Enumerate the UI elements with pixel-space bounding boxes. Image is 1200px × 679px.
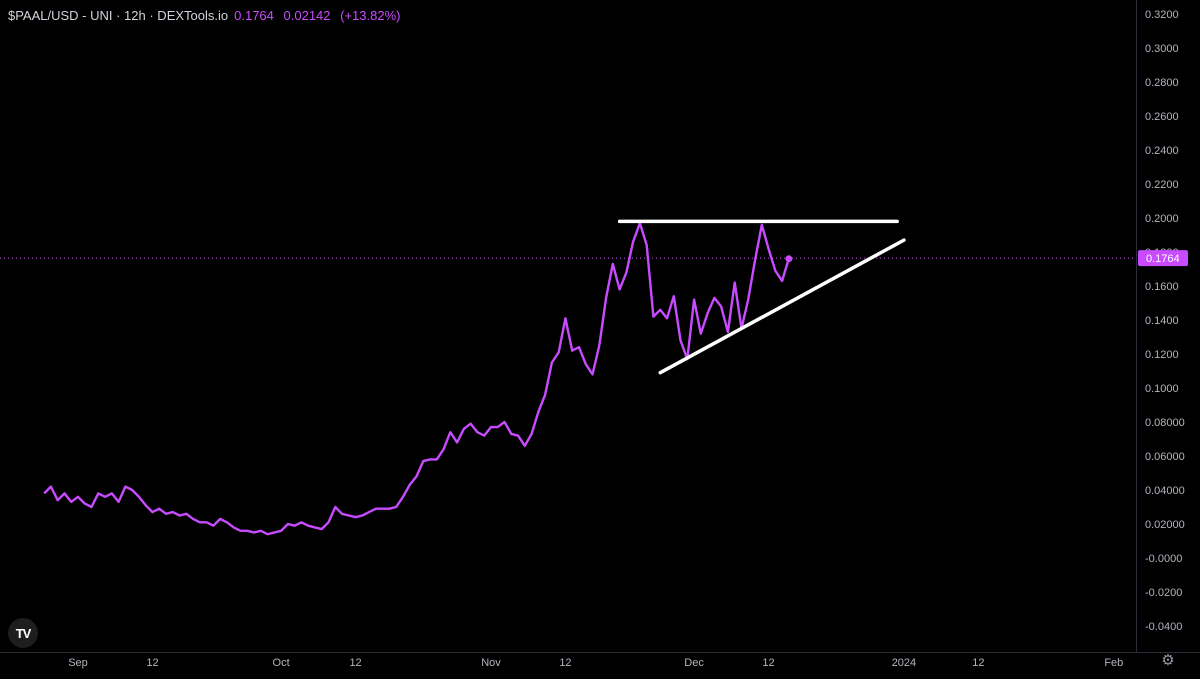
y-tick-label: 0.08000 (1145, 417, 1185, 429)
y-tick-label: 0.06000 (1145, 451, 1185, 463)
x-tick-label: 12 (972, 657, 984, 669)
y-tick-label: 0.3000 (1145, 43, 1179, 55)
y-tick-label: 0.2800 (1145, 77, 1179, 89)
y-tick-label: -0.0200 (1145, 587, 1182, 599)
last-price-dot (785, 255, 793, 263)
x-tick-label: 12 (146, 657, 158, 669)
y-tick-label: 0.2000 (1145, 213, 1179, 225)
x-tick-label: Feb (1104, 657, 1123, 669)
tradingview-logo-icon[interactable]: TV (8, 618, 38, 648)
price-axis[interactable]: 0.3200 0.3000 0.2800 0.2600 0.2400 0.2200 0.20… (1145, 9, 1185, 633)
x-tick-label: 12 (349, 657, 361, 669)
y-tick-label: 0.2200 (1145, 179, 1179, 191)
y-tick-label: 0.1400 (1145, 315, 1179, 327)
x-tick-label: 12 (559, 657, 571, 669)
symbol-title[interactable]: $PAAL/USD - UNI · 12h · DEXTools.io (8, 8, 229, 23)
legend-last-price: 0.1764 (234, 8, 274, 23)
last-price-tag: 0.1764 (1138, 250, 1188, 267)
x-tick-label: Nov (481, 657, 501, 669)
y-tick-label: 0.04000 (1145, 485, 1185, 497)
logo-text: TV (15, 625, 32, 641)
last-price-tag-background (1138, 250, 1188, 267)
y-tick-label: 0.2400 (1145, 145, 1179, 157)
y-tick-label: 0.3200 (1145, 9, 1179, 21)
price-series-line (43, 221, 790, 536)
ascending-support-trendline[interactable] (658, 238, 906, 375)
y-tick-label: 0.2600 (1145, 111, 1179, 123)
x-tick-label: 12 (762, 657, 774, 669)
x-tick-label: Dec (684, 657, 704, 669)
y-tick-label: 0.02000 (1145, 519, 1185, 531)
y-tick-label: 0.1000 (1145, 383, 1179, 395)
legend-change: 0.02142 (283, 8, 331, 23)
y-tick-label: -0.0400 (1145, 621, 1182, 633)
y-tick-label: 0.1200 (1145, 349, 1179, 361)
y-tick-label: 0.1600 (1145, 281, 1179, 293)
time-axis[interactable]: Sep 12 Oct 12 Nov 12 Dec 12 2024 12 Feb (68, 657, 1123, 669)
y-tick-label: -0.0000 (1145, 553, 1182, 565)
x-tick-label: Sep (68, 657, 88, 669)
legend-change-percent: (+13.82%) (340, 8, 401, 23)
last-price-tag-label: 0.1764 (1146, 253, 1180, 265)
x-tick-label: Oct (273, 657, 290, 669)
x-tick-label: 2024 (892, 657, 916, 669)
gear-icon[interactable]: ⚙ (1161, 652, 1175, 669)
chart-legend: $PAAL/USD - UNI · 12h · DEXTools.io 0.176… (8, 8, 400, 23)
